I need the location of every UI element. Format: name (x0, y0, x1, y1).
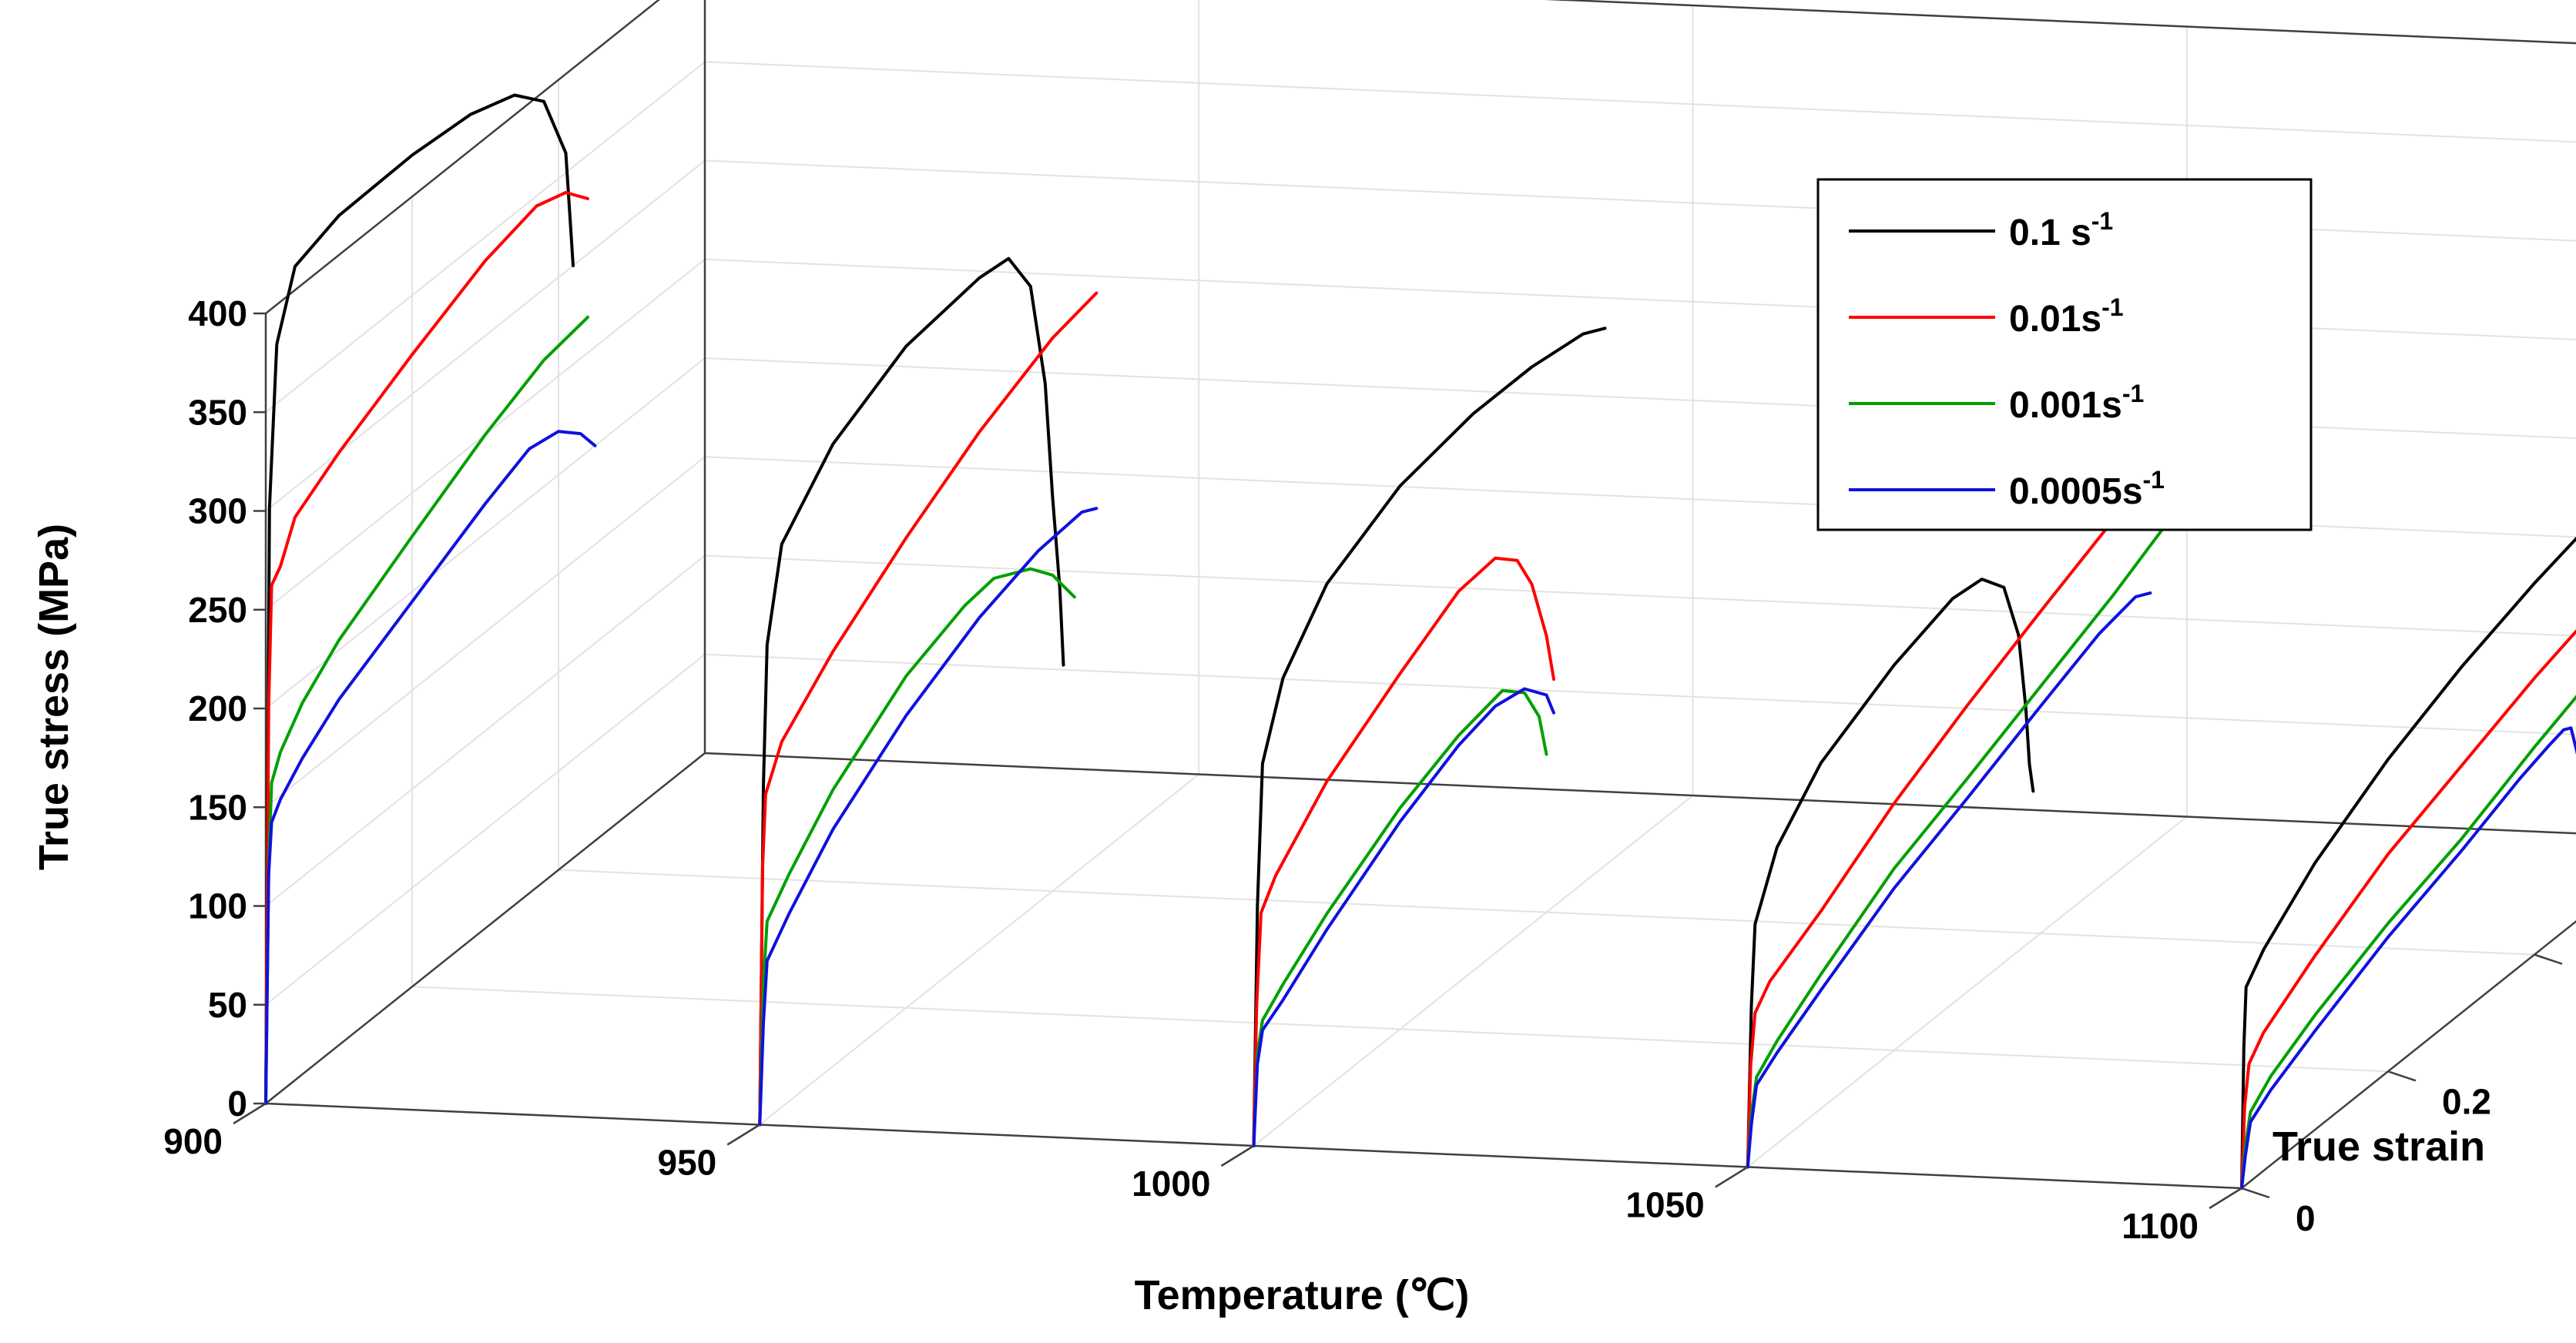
temperature-tick-label-1: 950 (658, 1143, 717, 1183)
stress-tick-label-8: 400 (188, 293, 247, 333)
box-edge-right-bottom (2241, 919, 2576, 1189)
series-1-curve-1050 (1746, 441, 2174, 1169)
stress-axis-label: True stress (MPa) (31, 524, 77, 870)
legend-label-base-2: 0.001s (2009, 385, 2122, 426)
series-3-curve-1050 (1746, 591, 2152, 1169)
series-1-curve-1100 (2240, 629, 2576, 1190)
grid-side-stress-2 (265, 554, 706, 907)
strain-tick-label-1: 0.2 (2442, 1081, 2491, 1121)
strain-tick-mark-1 (2387, 1070, 2417, 1082)
grid-back-stress-4 (704, 357, 2576, 440)
stress-tick-label-4: 200 (188, 688, 247, 728)
series-2-curve-1000 (1252, 688, 1548, 1147)
grid-floor-temp-1 (759, 773, 1199, 1126)
stress-tick-label-6: 300 (188, 491, 247, 531)
legend-label-2: 0.001s-1 (2009, 380, 2144, 426)
series-1-curve-950 (758, 291, 1098, 1127)
grid-back-stress-7 (704, 61, 2576, 143)
strain-tick-mark-0 (2241, 1187, 2270, 1199)
stress-tick-label-7: 350 (188, 392, 247, 432)
series-3-curve-1100 (2240, 726, 2576, 1190)
box-edge-back-top (1545, 0, 2576, 45)
grid-floor-temp-2 (1253, 795, 1694, 1147)
box-edge-side-top (265, 0, 660, 314)
box-edge-left-bottom (265, 752, 706, 1104)
temperature-tick-mark-2 (1220, 1144, 1255, 1167)
legend-label-base-3: 0.0005s (2009, 471, 2143, 512)
axes-layer (264, 0, 2576, 1190)
box-edge-back-bottom (704, 752, 2576, 835)
temperature-tick-label-3: 1050 (1625, 1185, 1704, 1225)
series-0-curve-1050 (1746, 578, 2035, 1169)
series-2-curve-900 (264, 315, 589, 1105)
series-2-curve-1100 (2240, 695, 2576, 1190)
grid-floor-temp-3 (1747, 816, 2188, 1168)
series-1-curve-1000 (1252, 556, 1555, 1147)
grid-side-stress-7 (265, 61, 706, 414)
grid-back-stress-2 (704, 554, 2576, 637)
temperature-tick-mark-4 (2209, 1187, 2242, 1210)
series-layer (264, 93, 2576, 1190)
legend-label-exponent-3: -1 (2143, 466, 2165, 494)
ticks-layer: 0 50 100 150 200 250 300 350 400 900 950 1000 1050 11… (163, 293, 2563, 1246)
legend-label-exponent-0: -1 (2091, 207, 2113, 235)
grid-back-stress-8 (1548, 0, 2576, 45)
strain-tick-label-0: 0 (2296, 1198, 2316, 1238)
grid-layer (265, 0, 2576, 1189)
temperature-tick-label-2: 1000 (1132, 1164, 1210, 1204)
legend-label-base-0: 0.1 s (2009, 213, 2091, 253)
grid-back-stress-6 (704, 159, 2576, 242)
series-0-curve-1000 (1252, 327, 1607, 1147)
legend-box (1816, 178, 2313, 531)
grid-floor-strain-2 (558, 869, 2535, 956)
series-3-curve-1000 (1252, 687, 1555, 1147)
grid-back-stress-3 (704, 456, 2576, 538)
grid-side-stress-8 (265, 0, 660, 314)
legend-label-exponent-1: -1 (2101, 293, 2123, 321)
grid-side-stress-4 (265, 357, 706, 709)
grid-floor-strain-1 (411, 986, 2389, 1073)
grid-back-stress-1 (704, 653, 2576, 735)
series-3-curve-950 (758, 507, 1098, 1127)
legend-label-0: 0.1 s-1 (2009, 207, 2113, 253)
series-1-curve-900 (264, 191, 589, 1105)
stress-tick-label-2: 100 (188, 886, 247, 926)
legend-label-exponent-2: -1 (2122, 380, 2144, 407)
series-0-curve-950 (758, 256, 1065, 1127)
grid-side-stress-1 (265, 653, 706, 1006)
grid-side-stress-6 (265, 159, 706, 512)
series-3-curve-900 (264, 430, 597, 1105)
temperature-tick-mark-0 (233, 1102, 267, 1125)
series-2-curve-950 (758, 567, 1076, 1127)
temperature-tick-mark-3 (1715, 1166, 1749, 1188)
strain-tick-mark-2 (2534, 953, 2563, 965)
stress-tick-label-1: 50 (208, 985, 247, 1025)
legend-label-3: 0.0005s-1 (2009, 466, 2165, 512)
stress-tick-label-3: 150 (188, 787, 247, 827)
series-0-curve-1100 (2240, 536, 2576, 1190)
grid-back-stress-5 (704, 258, 2576, 340)
stress-tick-label-5: 250 (188, 590, 247, 630)
series-2-curve-1050 (1746, 514, 2174, 1169)
temperature-tick-label-0: 900 (163, 1121, 223, 1161)
strain-axis-label: True strain (2272, 1124, 2485, 1170)
grid-side-stress-3 (265, 456, 706, 809)
temperature-axis-label: Temperature (℃) (1135, 1272, 1470, 1318)
legend-label-1: 0.01s-1 (2009, 293, 2124, 340)
legend: 0.1 s-10.01s-10.001s-10.0005s-1 (1816, 178, 2313, 531)
series-0-curve-900 (264, 93, 575, 1105)
temperature-tick-label-4: 1100 (2122, 1206, 2199, 1246)
legend-label-base-1: 0.01s (2009, 299, 2101, 340)
temperature-tick-mark-1 (726, 1124, 760, 1146)
